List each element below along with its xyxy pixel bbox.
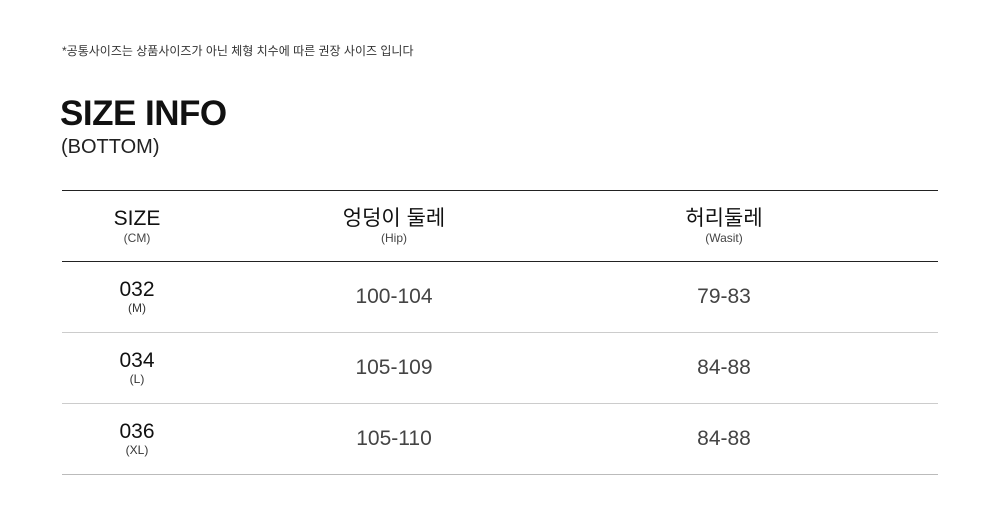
table-row: 034 (L) 105-109 84-88 [62, 333, 938, 404]
size-table: SIZE (CM) 엉덩이 둘레 (Hip) 허리둘레 (Wasit) 032 … [62, 190, 938, 475]
waist-cell: 84-88 [697, 427, 751, 450]
header-size: SIZE (CM) [113, 207, 161, 245]
hip-cell: 105-109 [355, 356, 433, 379]
size-cell: 034 (L) [119, 349, 155, 387]
table-row: 032 (M) 100-104 79-83 [62, 262, 938, 333]
hip-cell: 100-104 [355, 285, 433, 308]
page-title: SIZE INFO [60, 94, 227, 133]
size-cell: 036 (XL) [119, 420, 155, 458]
waist-cell: 84-88 [697, 356, 751, 379]
hip-cell: 105-110 [356, 427, 432, 450]
size-cell: 032 (M) [119, 278, 155, 316]
waist-cell: 79-83 [697, 285, 751, 308]
table-header: SIZE (CM) 엉덩이 둘레 (Hip) 허리둘레 (Wasit) [62, 190, 938, 262]
page-subtitle: (BOTTOM) [61, 136, 160, 158]
table-row: 036 (XL) 105-110 84-88 [62, 404, 938, 475]
header-hip: 엉덩이 둘레 (Hip) [342, 207, 446, 245]
size-note: *공통사이즈는 상품사이즈가 아닌 체형 치수에 따른 권장 사이즈 입니다 [62, 44, 414, 58]
header-waist: 허리둘레 (Wasit) [685, 207, 763, 245]
